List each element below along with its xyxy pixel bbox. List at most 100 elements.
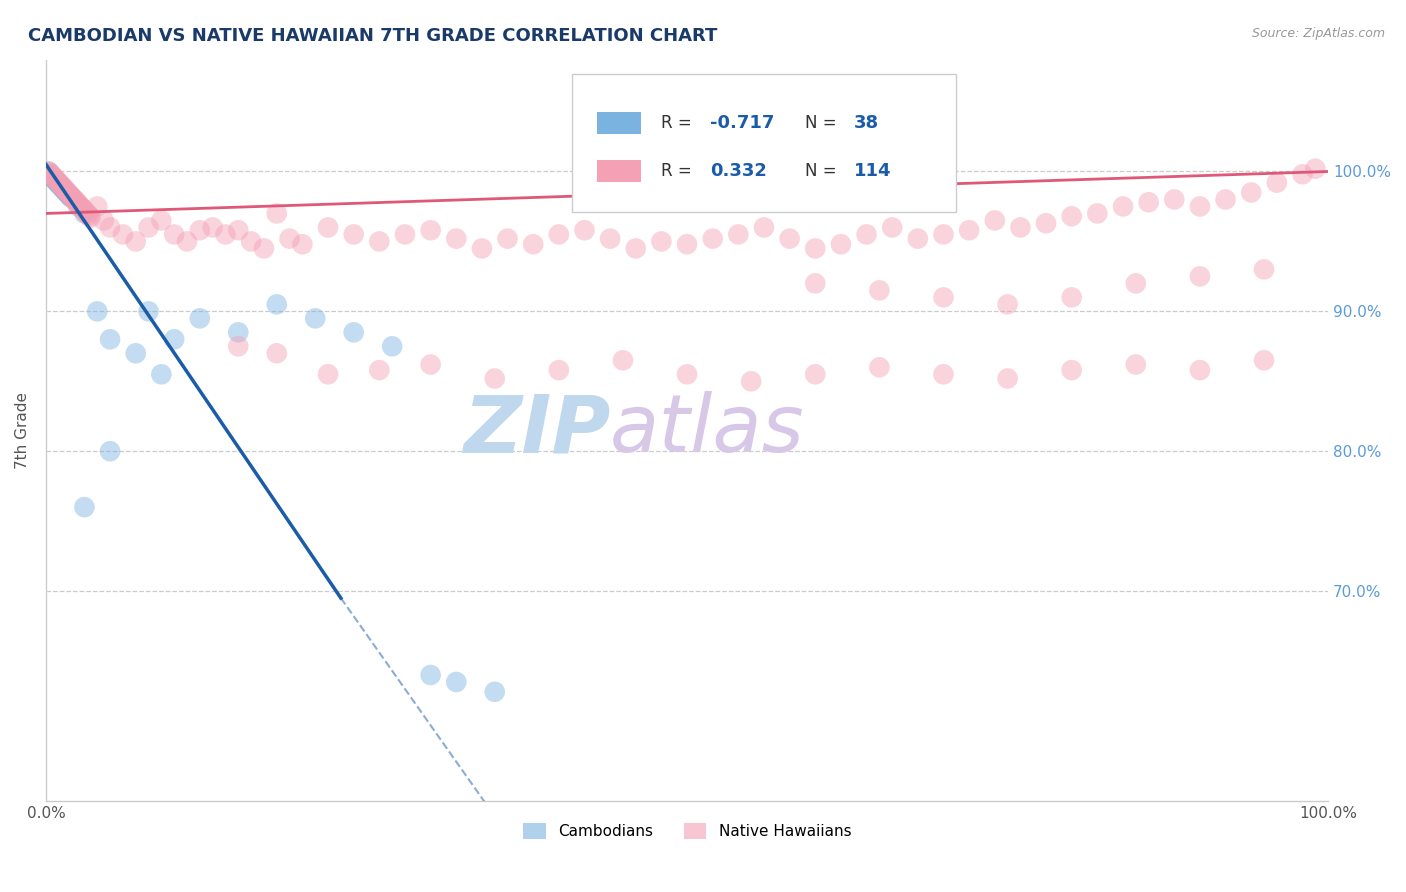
Point (53, 183, 76, 197)
Point (80, 211, 103, 225)
Point (125, 346, 148, 360)
Point (830, 237, 852, 252)
Point (612, 353, 634, 368)
Text: 38: 38 (853, 113, 879, 132)
Point (52, 181, 75, 195)
Text: Source: ZipAtlas.com: Source: ZipAtlas.com (1251, 27, 1385, 40)
Point (740, 374, 762, 388)
Point (1085, 206, 1108, 220)
Point (66, 199, 89, 213)
Point (75, 205, 97, 219)
Text: N =: N = (806, 113, 842, 132)
Point (381, 339, 404, 353)
Point (60, 191, 83, 205)
Point (41, 170, 63, 185)
Point (484, 685, 506, 699)
Point (48, 177, 70, 191)
Point (932, 368, 955, 382)
Point (1215, 193, 1237, 207)
Point (69, 199, 91, 213)
Point (1060, 363, 1083, 377)
Text: R =: R = (661, 113, 697, 132)
Point (855, 227, 877, 242)
Point (44, 173, 66, 187)
Point (48, 176, 70, 190)
Point (201, 220, 224, 235)
Text: R =: R = (661, 161, 697, 180)
Point (52, 183, 75, 197)
Point (368, 235, 391, 249)
Text: 0.332: 0.332 (710, 161, 768, 180)
Point (304, 311, 326, 326)
Point (266, 346, 288, 360)
Point (188, 311, 211, 326)
Point (1188, 199, 1211, 213)
Point (60, 189, 83, 203)
Point (42, 170, 65, 185)
Point (55, 186, 77, 200)
Point (93, 213, 115, 227)
FancyBboxPatch shape (598, 112, 641, 134)
Point (138, 304, 160, 318)
Point (1253, 262, 1275, 277)
Point (547, 227, 569, 242)
Point (53, 184, 76, 198)
Point (266, 297, 288, 311)
Point (471, 241, 494, 255)
Point (98, 332, 121, 346)
Point (1125, 277, 1147, 291)
Point (66, 196, 89, 211)
Point (316, 220, 339, 235)
Point (752, 220, 775, 235)
Point (1060, 209, 1083, 223)
Legend: Cambodians, Native Hawaiians: Cambodians, Native Hawaiians (517, 817, 858, 845)
Text: -0.717: -0.717 (710, 113, 775, 132)
Point (624, 241, 647, 255)
Point (55, 184, 77, 198)
Point (49, 178, 72, 193)
Point (38, 164, 60, 178)
Text: CAMBODIAN VS NATIVE HAWAIIAN 7TH GRADE CORRELATION CHART: CAMBODIAN VS NATIVE HAWAIIAN 7TH GRADE C… (28, 27, 717, 45)
Point (38, 164, 60, 178)
Point (868, 360, 890, 375)
Point (52, 180, 75, 194)
Point (150, 368, 173, 382)
Text: 114: 114 (853, 161, 891, 180)
Point (1188, 363, 1211, 377)
Point (138, 220, 160, 235)
Point (984, 213, 1007, 227)
Point (38, 167, 60, 181)
Point (676, 368, 699, 382)
Point (496, 232, 519, 246)
Point (1035, 216, 1057, 230)
Point (58, 186, 80, 201)
Text: N =: N = (806, 161, 842, 180)
Point (214, 227, 236, 242)
Point (240, 235, 263, 249)
Point (419, 223, 441, 237)
Point (907, 232, 929, 246)
Point (58, 188, 80, 202)
Y-axis label: 7th Grade: 7th Grade (15, 392, 30, 468)
FancyBboxPatch shape (572, 74, 956, 211)
Point (932, 290, 955, 304)
Point (779, 232, 801, 246)
Point (73, 203, 96, 218)
Point (176, 235, 198, 249)
Point (42, 171, 65, 186)
Point (45, 173, 67, 187)
Point (650, 235, 672, 249)
Point (56, 186, 79, 201)
Point (1265, 176, 1288, 190)
Point (188, 223, 211, 237)
Point (1112, 199, 1135, 213)
Point (253, 241, 276, 255)
Point (882, 220, 904, 235)
Point (56, 186, 79, 200)
Point (51, 178, 73, 193)
Point (111, 227, 134, 242)
Point (1305, 161, 1327, 176)
Point (997, 371, 1019, 385)
Point (86, 199, 108, 213)
Point (98, 220, 121, 235)
